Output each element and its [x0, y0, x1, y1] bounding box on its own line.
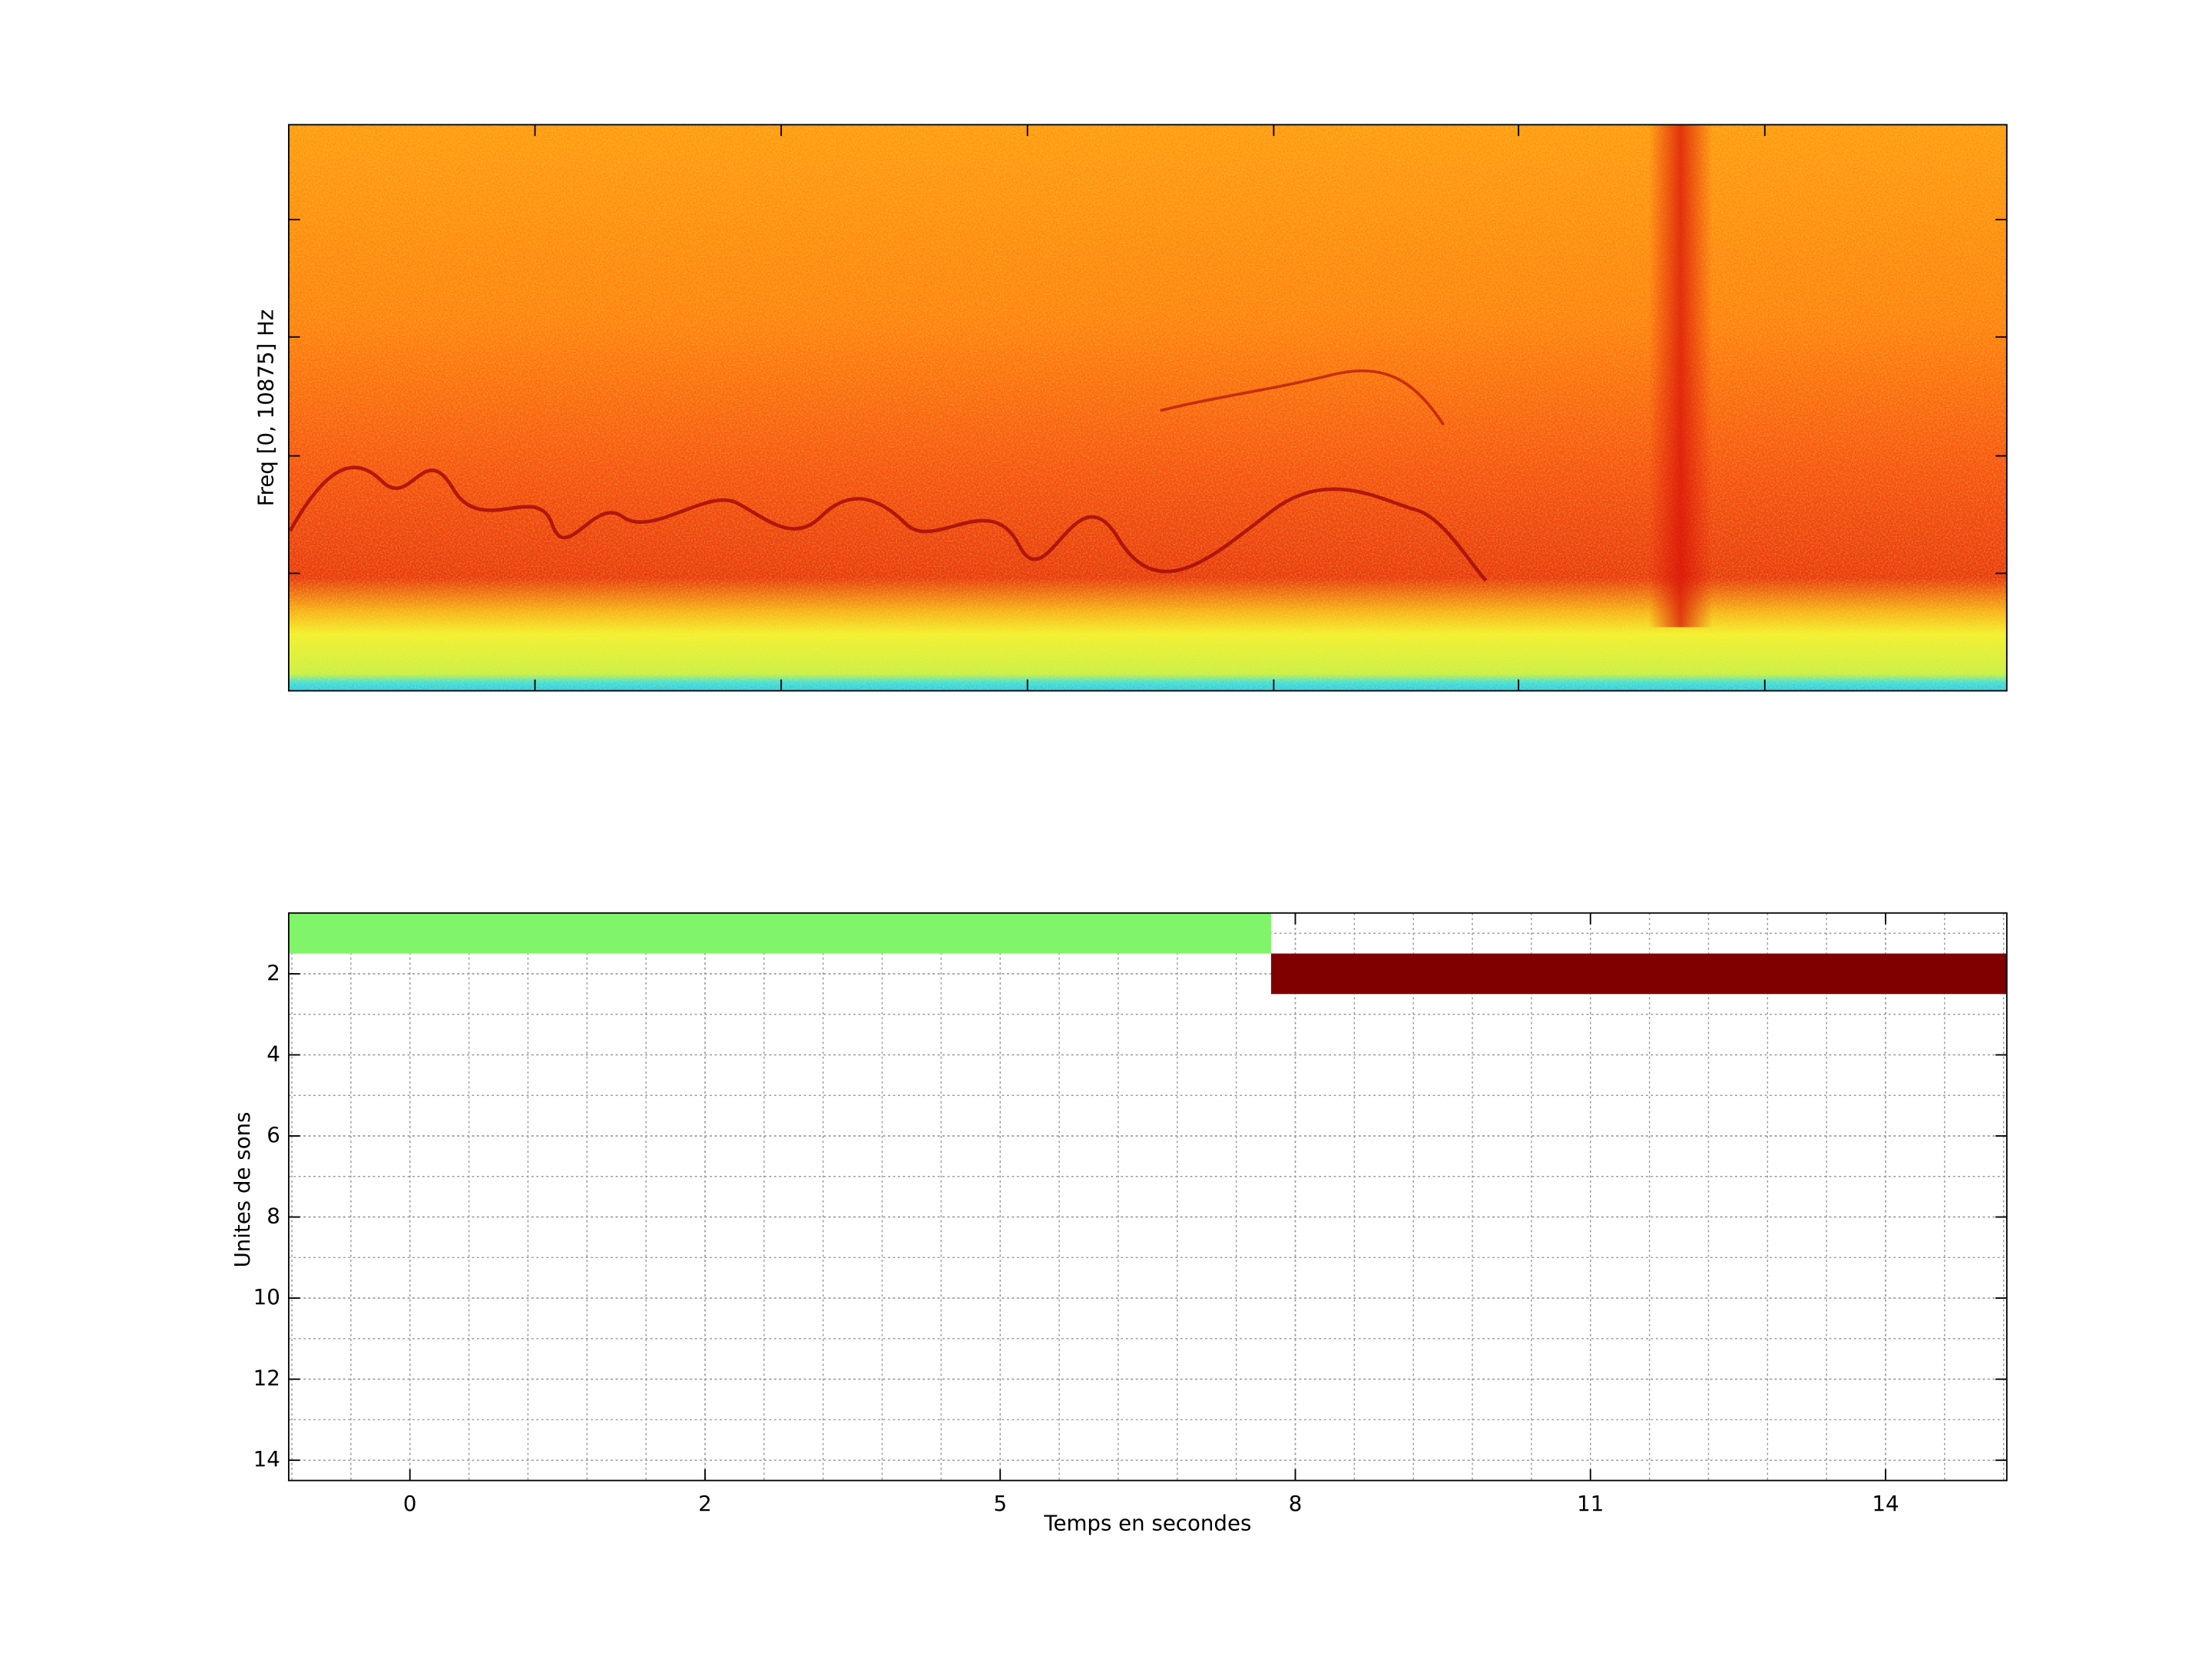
y-tick-label: 6: [267, 1122, 280, 1147]
y-tick-label: 14: [253, 1446, 280, 1472]
y-axis-label: Unites de sons: [230, 1111, 255, 1267]
axes-frame: [287, 124, 2008, 692]
spectrogram-contour: [1160, 369, 1445, 426]
x-tick-label: 0: [403, 1491, 417, 1516]
x-tick-label: 11: [1577, 1491, 1604, 1516]
spectrogram-ticks: [288, 124, 2007, 691]
spectrogram-band: [1648, 124, 1713, 628]
spectrogram-noise: [288, 124, 2007, 691]
unit-chart: 0 2 5 8 11 14 2 4 6 8 10 12 14 Temps en secondes Unite…: [230, 912, 2008, 1536]
y-tick-label: 12: [253, 1366, 280, 1391]
y-tick-label: 4: [267, 1041, 280, 1066]
plot-background: [288, 912, 2007, 1481]
y-tick-label: 2: [267, 960, 280, 985]
y-axis-label: Freq [0, 10875] Hz: [253, 310, 279, 507]
unit-bar: [1270, 953, 2007, 995]
x-tick-label: 5: [993, 1491, 1007, 1516]
spectrogram: Freq [0, 10875] Hz: [253, 124, 2008, 692]
x-tick-label: 14: [1872, 1491, 1899, 1516]
y-tick-label: 8: [267, 1204, 280, 1229]
axes-frame: [287, 912, 2008, 1482]
x-tick-label: 8: [1289, 1491, 1303, 1516]
spectrogram-contour: [288, 465, 1488, 582]
x-axis-label: Temps en secondes: [1043, 1511, 1251, 1536]
y-tick-label: 10: [253, 1284, 280, 1310]
x-tick-label: 2: [698, 1491, 712, 1516]
unit-bar: [288, 912, 1271, 954]
